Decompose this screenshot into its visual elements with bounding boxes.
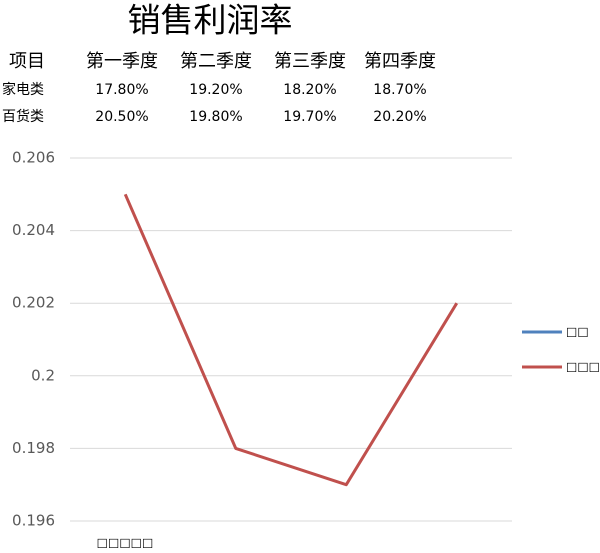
row-label: 家电类 (2, 81, 44, 98)
header-cell: 第四季度 (364, 51, 436, 72)
y-tick-label: 0.202 (12, 294, 55, 312)
table-cell: 17.80% (95, 82, 148, 98)
table-cell: 19.70% (283, 109, 336, 125)
y-tick-label: 0.2 (31, 366, 55, 384)
table-cell: 18.70% (373, 82, 426, 98)
table-cell: 20.20% (373, 109, 426, 125)
table-cell: 19.80% (189, 109, 242, 125)
row-label: 百货类 (2, 108, 44, 125)
y-tick-label: 0.196 (12, 512, 55, 530)
table-cell: 19.20% (189, 82, 242, 98)
y-tick-label: 0.204 (12, 221, 55, 239)
series-line (123, 193, 459, 487)
header-cell: 第一季度 (86, 51, 158, 72)
table-cell: 18.20% (283, 82, 336, 98)
legend-label: □□ (566, 325, 589, 339)
x-axis-label: □□□□□ (97, 536, 154, 550)
sheet-title: 销售利润率 (128, 1, 293, 40)
y-tick-label: 0.206 (12, 149, 55, 167)
header-cell: 项目 (9, 51, 45, 72)
table-cell: 20.50% (95, 109, 148, 125)
y-tick-label: 0.198 (12, 439, 55, 457)
header-cell: 第三季度 (274, 51, 346, 72)
header-cell: 第二季度 (180, 51, 252, 72)
legend-label: □□□ (566, 360, 600, 374)
